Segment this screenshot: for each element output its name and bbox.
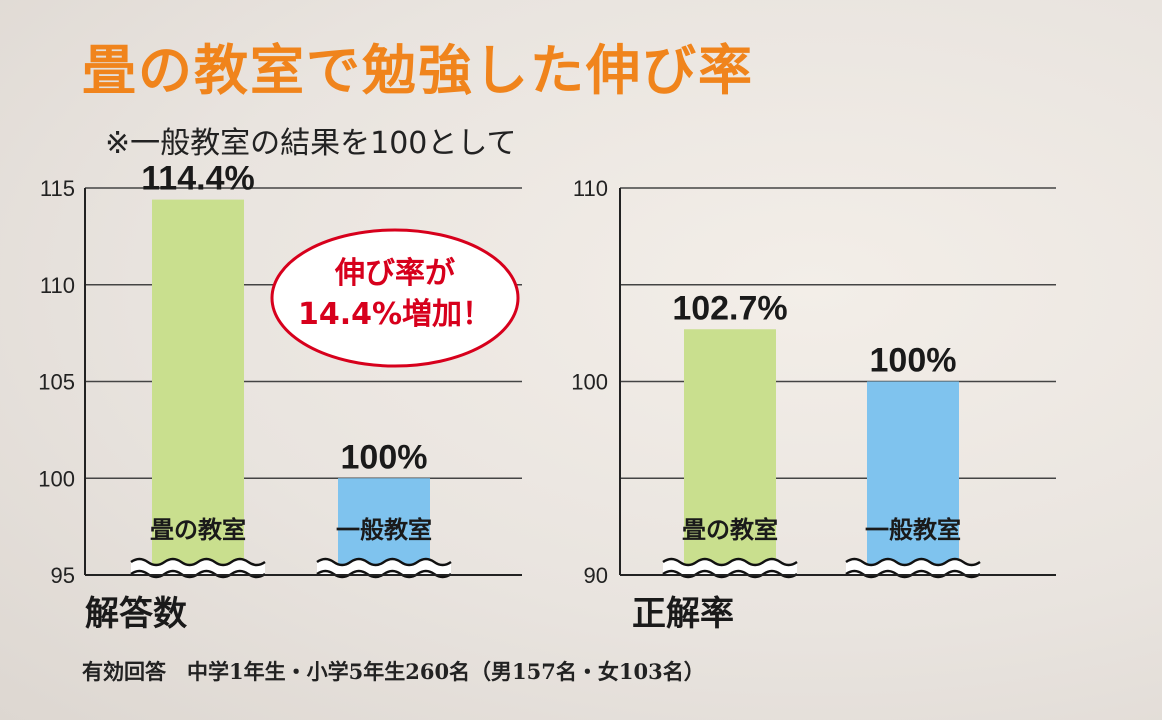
callout-line-1: 伸び率が (334, 256, 455, 291)
y-tick-label: 110 (573, 176, 608, 201)
chart-correct-rate: 102.7% 畳の教室 100% 一般教室 90 100 110 正解率 (571, 176, 1056, 634)
axis-break-mark (662, 557, 798, 567)
y-tick-label: 105 (38, 370, 75, 395)
category-label: 畳の教室 (682, 516, 778, 544)
growth-callout: 伸び率が 14.4%増加！ (270, 228, 520, 368)
category-label: 畳の教室 (150, 516, 246, 544)
y-tick-label: 115 (40, 176, 75, 201)
data-label: 100% (870, 342, 957, 380)
chart-note: ※一般教室の結果を100として (105, 126, 517, 161)
y-tick-label: 100 (38, 466, 75, 491)
data-label: 114.4% (141, 160, 254, 198)
chart-name: 解答数 (85, 594, 187, 634)
axis-break-mark (845, 557, 981, 567)
chart-name: 正解率 (632, 594, 734, 634)
y-tick-label: 95 (51, 563, 75, 588)
y-tick-label: 100 (571, 370, 608, 395)
bar-general (867, 381, 959, 575)
survey-footnote: 有効回答 中学1年生・小学5年生260名（男157名・女103名） (82, 659, 705, 684)
y-tick-label: 110 (40, 273, 75, 298)
bar-tatami (684, 329, 776, 575)
category-label: 一般教室 (865, 516, 961, 544)
chart-answers: 114.4% 畳の教室 100% 一般教室 95 100 105 110 115 解答数 (38, 160, 522, 634)
axis-break-mark (316, 557, 452, 567)
category-label: 一般教室 (336, 516, 432, 544)
callout-ellipse (270, 228, 520, 368)
callout-line-2: 14.4%増加！ (298, 297, 492, 332)
data-label: 102.7% (672, 289, 787, 327)
page-title: 畳の教室で勉強した伸び率 (82, 39, 754, 102)
y-tick-label: 90 (584, 563, 608, 588)
bar-general (338, 478, 430, 575)
bar-tatami (152, 199, 244, 576)
axis-break-mark (130, 557, 266, 567)
data-label: 100% (341, 438, 428, 476)
